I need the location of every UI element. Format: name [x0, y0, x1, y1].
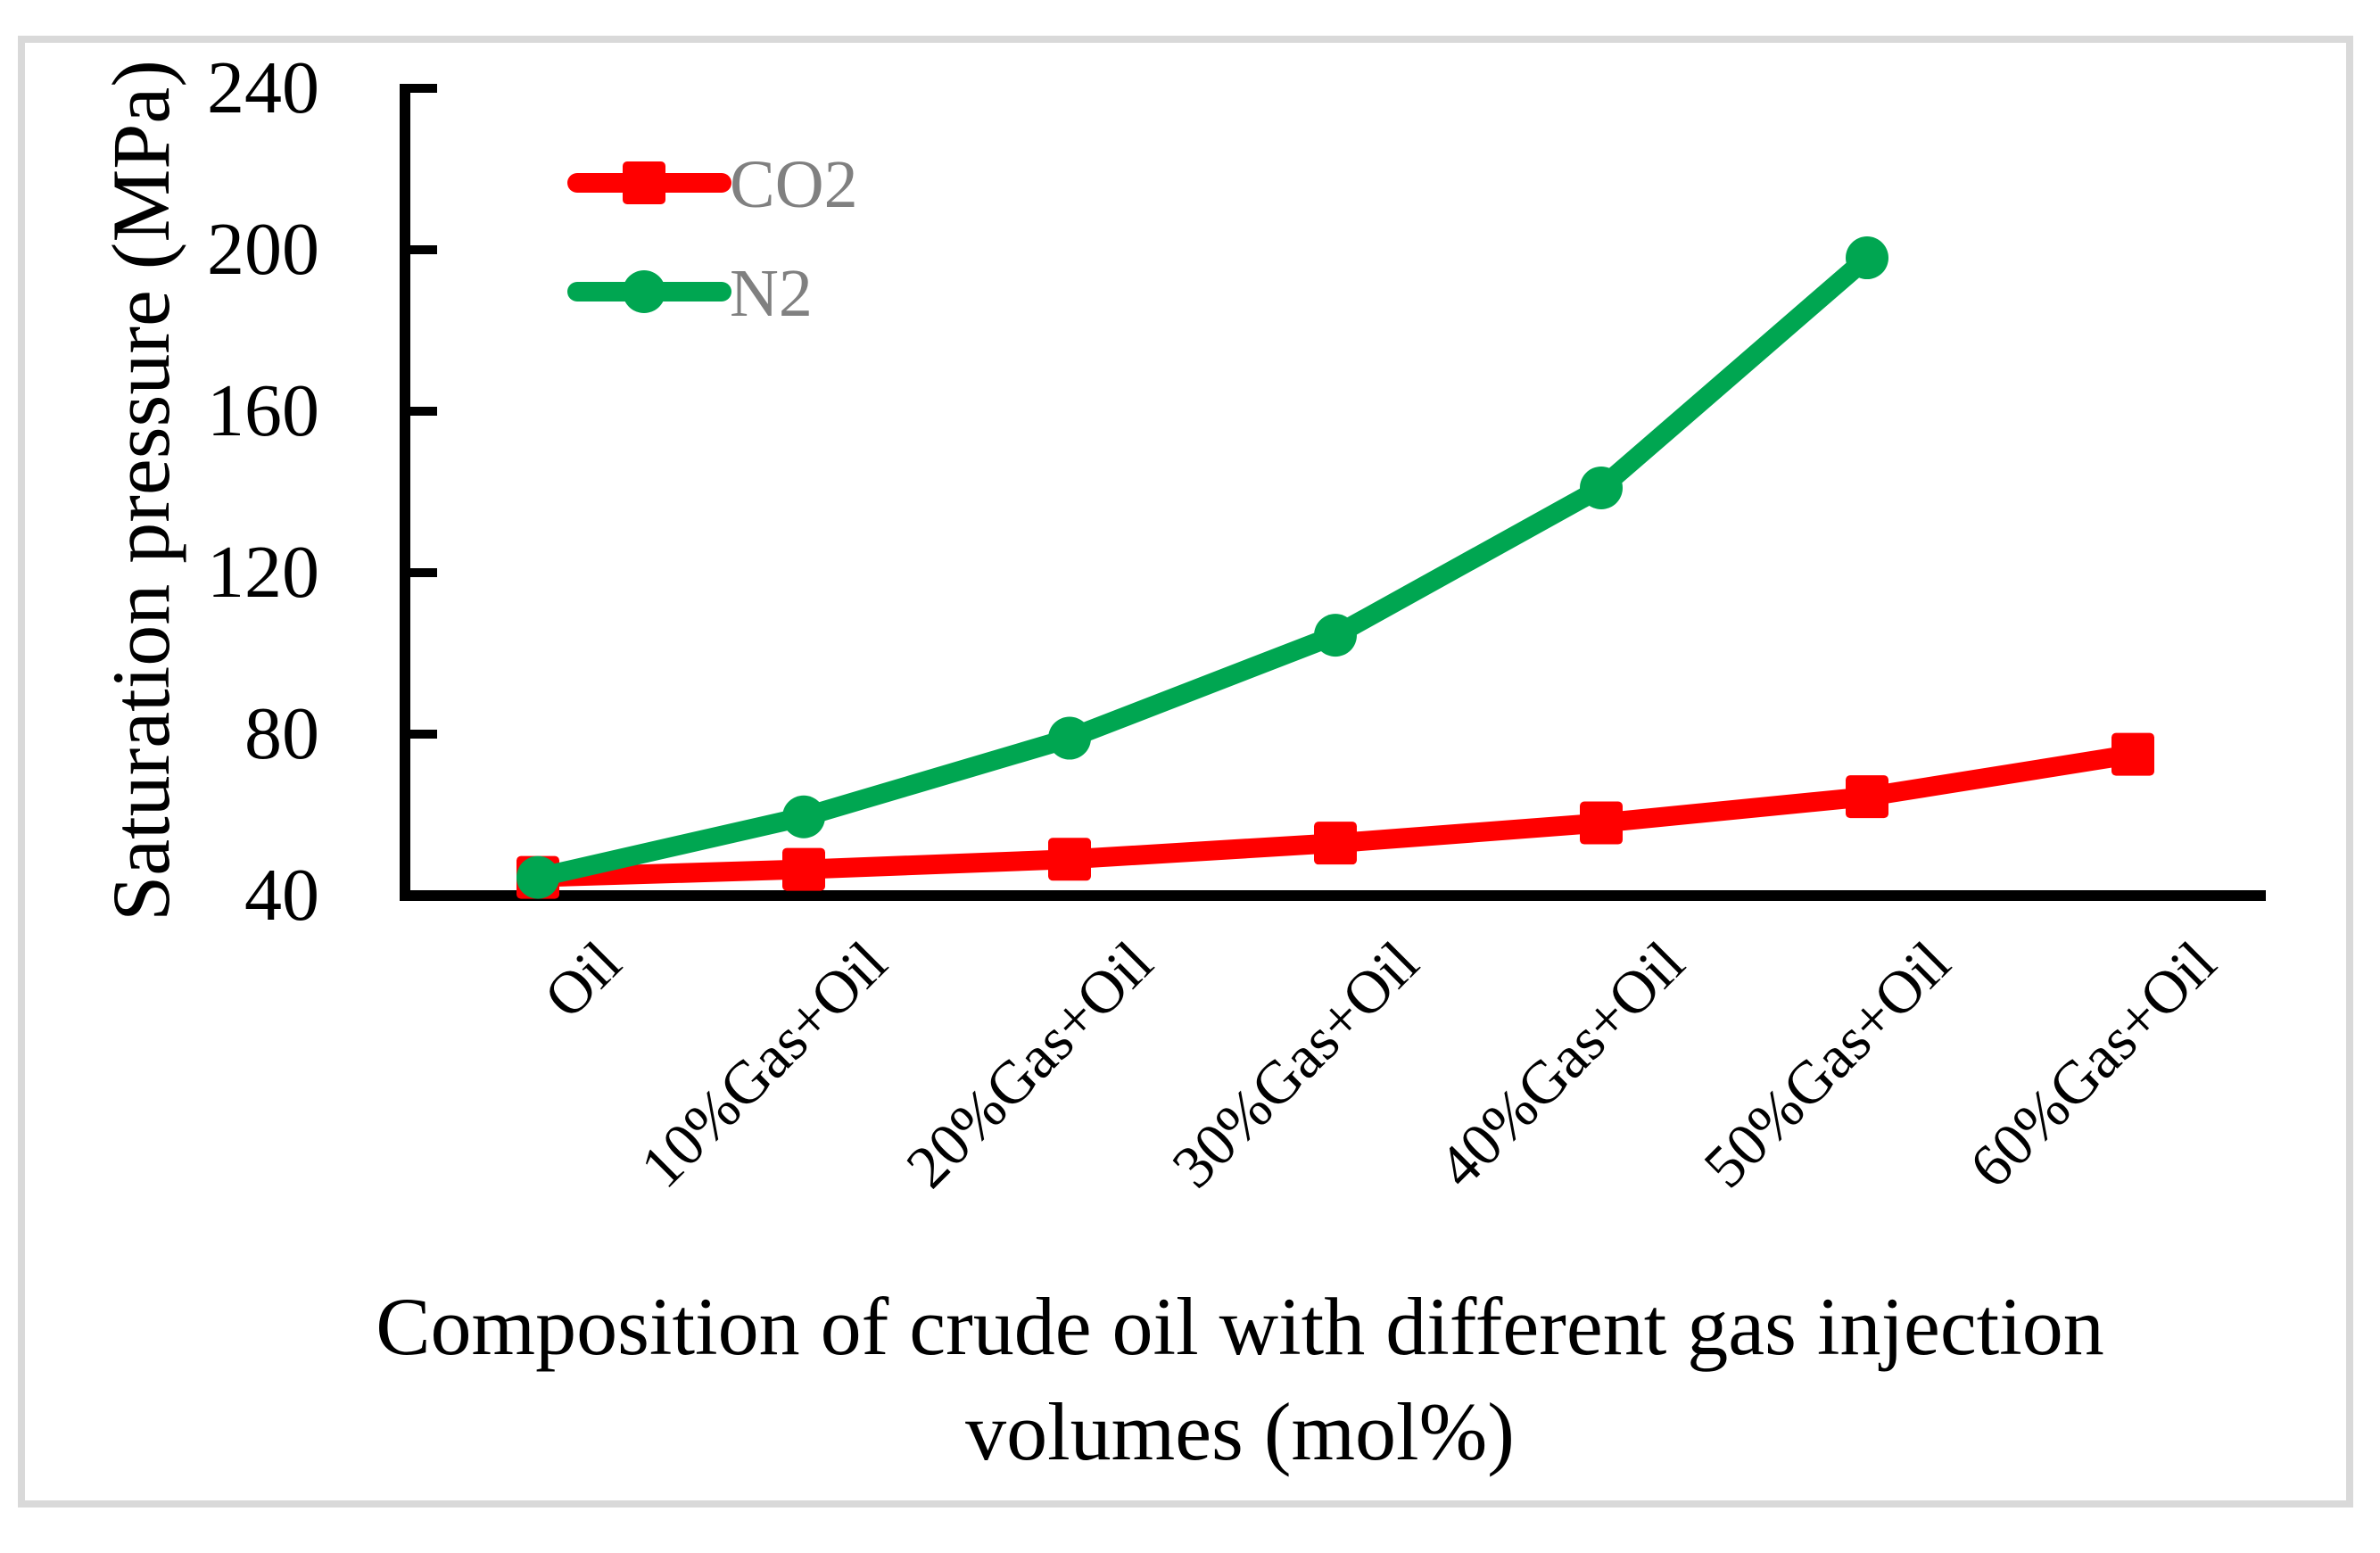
marker-n2-0 — [516, 855, 559, 899]
marker-co2-2 — [1048, 838, 1091, 881]
legend-label-n2: N2 — [730, 256, 813, 331]
x-axis-title-line2: volumes (mol%) — [965, 1386, 1515, 1477]
marker-co2-1 — [782, 847, 825, 891]
marker-n2-1 — [782, 795, 825, 838]
y-tick-label-200: 200 — [207, 208, 319, 291]
y-tick-label-240: 240 — [207, 46, 319, 129]
y-tick-label-40: 40 — [244, 854, 319, 937]
marker-co2-5 — [1846, 775, 1888, 819]
legend-label-co2: CO2 — [730, 147, 858, 222]
series-line-n2 — [528, 248, 1877, 888]
x-axis-title-line1: Composition of crude oil with different … — [376, 1281, 2104, 1372]
marker-co2-3 — [1314, 822, 1357, 865]
legend-marker-n2 — [623, 270, 665, 313]
marker-co2-6 — [2111, 732, 2154, 776]
x-axis-title: Composition of crude oil with different … — [169, 1274, 2310, 1484]
y-tick-label-120: 120 — [207, 531, 319, 614]
marker-n2-4 — [1580, 466, 1623, 509]
marker-n2-3 — [1314, 614, 1357, 657]
marker-n2-2 — [1048, 716, 1091, 760]
marker-co2-4 — [1580, 801, 1623, 845]
legend-marker-co2 — [623, 161, 665, 204]
y-tick-label-160: 160 — [207, 369, 319, 452]
figure-frame — [18, 36, 2353, 1508]
y-tick-label-80: 80 — [244, 692, 319, 775]
marker-n2-5 — [1846, 236, 1888, 280]
y-axis-title: Saturation pressure (MPa) — [95, 60, 186, 921]
